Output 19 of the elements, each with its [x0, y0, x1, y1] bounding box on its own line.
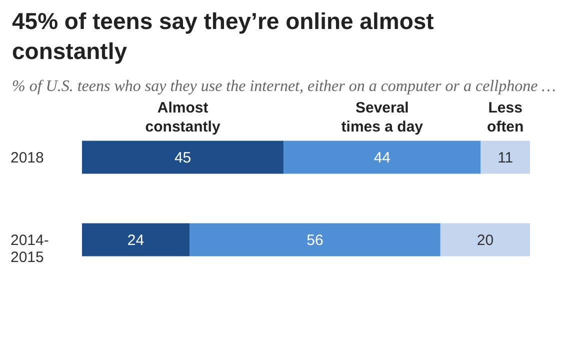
data-label: 24 — [127, 232, 144, 249]
bar — [82, 140, 284, 174]
bar — [440, 223, 530, 256]
bar — [190, 223, 440, 256]
bar — [82, 223, 190, 256]
data-label: 45 — [174, 149, 192, 166]
series-label: Almost constantly — [145, 99, 221, 136]
bar — [284, 140, 481, 174]
bar — [480, 140, 530, 174]
chart-subtitle: % of U.S. teens who say they use the internet, either on a computer or a cellphone … — [12, 77, 557, 97]
y-tick-label: 2014-2015 — [10, 232, 49, 266]
chart-title: 45% of teens say they’re online almost constantly — [12, 7, 435, 66]
data-label: 44 — [374, 149, 391, 166]
data-label: 56 — [306, 232, 324, 249]
y-tick-label: 2018 — [10, 149, 44, 166]
series-label: Several times a day — [341, 99, 424, 136]
series-label: Less often — [487, 99, 524, 136]
data-label: 11 — [498, 149, 514, 166]
data-label: 20 — [476, 232, 494, 249]
